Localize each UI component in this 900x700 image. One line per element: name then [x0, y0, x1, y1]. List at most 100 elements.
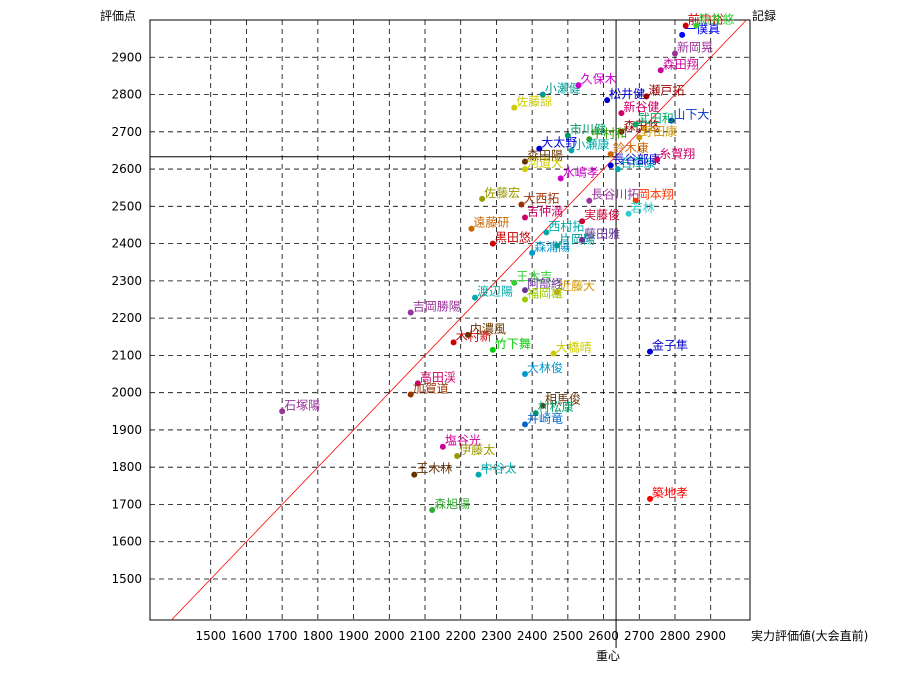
y-tick-label: 2700 [111, 125, 142, 139]
data-point [607, 162, 614, 169]
data-point [568, 147, 575, 154]
data-point [575, 82, 582, 89]
data-point [579, 218, 586, 225]
point-label: 金子隼 [652, 338, 688, 353]
data-point [522, 371, 528, 378]
data-point [586, 197, 593, 204]
data-point [632, 197, 639, 204]
point-label: 野田康 [641, 123, 677, 138]
point-label: 塩谷光 [445, 433, 481, 448]
y-tick-label: 1500 [111, 572, 142, 586]
x-tick-label: 2600 [588, 629, 619, 643]
x-tick-label: 1700 [267, 629, 298, 643]
centroid-label: 重心 [596, 649, 620, 663]
data-point [475, 471, 482, 478]
point-label: 山下大 [673, 108, 709, 122]
point-label: 市川健 [570, 122, 606, 137]
point-label: 中谷太 [481, 461, 517, 476]
data-point [464, 331, 471, 338]
x-tick-label: 2900 [695, 629, 726, 643]
data-point [554, 242, 561, 249]
point-label: 大林俊 [527, 360, 563, 375]
point-label: 長谷川拓 [591, 188, 639, 202]
point-label: 井崎竜 [527, 411, 563, 425]
plot-area-frame [149, 19, 751, 621]
y-tick-label: 1600 [111, 535, 142, 549]
data-point [557, 175, 564, 182]
y-tick-label: 1900 [111, 423, 142, 437]
data-point [614, 166, 621, 173]
data-point [429, 507, 436, 514]
point-label: 森田陽 [527, 148, 563, 163]
point-label: 遠藤研 [473, 216, 509, 230]
point-label: 吉岡勝陽 [413, 299, 461, 314]
point-label: 糸賀翔 [659, 147, 695, 161]
x-tick-label: 2000 [374, 629, 405, 643]
point-label: 相馬俊 [545, 392, 581, 407]
point-label: 森田悠 [623, 118, 659, 133]
point-label: 久保木 [581, 72, 617, 86]
data-point [532, 410, 539, 417]
data-point [511, 104, 518, 111]
point-label: 石澤康 [620, 155, 656, 170]
y-tick-label: 1700 [111, 497, 142, 511]
point-label: 水嶋孝 [563, 165, 599, 179]
data-point [522, 296, 528, 303]
data-point [668, 117, 675, 124]
data-point [693, 22, 700, 29]
data-point [536, 145, 543, 152]
point-label: 松井健 [609, 87, 645, 101]
data-point [618, 128, 625, 135]
data-point [472, 294, 478, 301]
point-label: 中村和 [591, 125, 627, 140]
point-label: 吉仲満 [527, 205, 563, 219]
data-point [564, 132, 571, 139]
data-point [414, 380, 421, 387]
data-point [411, 471, 418, 478]
y-axis-label: 評価点 [100, 8, 136, 23]
data-point [647, 348, 653, 355]
point-label: 加賀道 [413, 382, 449, 396]
data-point [439, 443, 446, 450]
data-point [489, 240, 496, 247]
grid-lines [150, 20, 750, 620]
data-point [522, 421, 528, 428]
data-point [489, 346, 496, 353]
point-label: 福岡雄 [527, 286, 563, 301]
point-label: 新岡晃 [677, 40, 713, 55]
data-point [522, 158, 528, 165]
data-point [586, 136, 593, 143]
x-tick-label: 1500 [195, 629, 226, 643]
corner-label: 記録 [752, 8, 776, 23]
point-label: 高田渓 [420, 369, 456, 384]
data-point [539, 91, 546, 98]
point-label: 王木吉 [516, 270, 552, 284]
point-label: 若林 [631, 201, 655, 215]
y-tick-label: 2500 [111, 199, 142, 213]
point-label: 小瀬康 [573, 136, 609, 151]
centroid-lines [150, 20, 617, 648]
data-point [529, 249, 536, 256]
point-label: 森旭陽 [434, 496, 470, 511]
y-tick-label: 2000 [111, 386, 142, 400]
point-label: 黒田悠 [495, 230, 531, 245]
point-label: 築地孝 [652, 485, 688, 500]
x-tick-label: 2300 [481, 629, 512, 643]
data-point [625, 210, 632, 217]
point-label: 新井悠 [698, 12, 734, 27]
data-point [679, 31, 686, 38]
point-label: 新谷健 [623, 99, 659, 114]
data-point [450, 339, 457, 346]
x-tick-label: 2200 [445, 629, 476, 643]
data-point [632, 121, 639, 128]
point-label: 片岡陽 [559, 232, 595, 246]
data-point [522, 214, 528, 221]
y-tick-label: 2200 [111, 311, 142, 325]
data-point [604, 97, 611, 104]
data-point [543, 229, 550, 236]
data-point [468, 225, 475, 232]
point-label: 実藤俊 [584, 207, 620, 222]
data-point [554, 289, 561, 296]
point-label: 渡辺陽 [477, 284, 513, 299]
